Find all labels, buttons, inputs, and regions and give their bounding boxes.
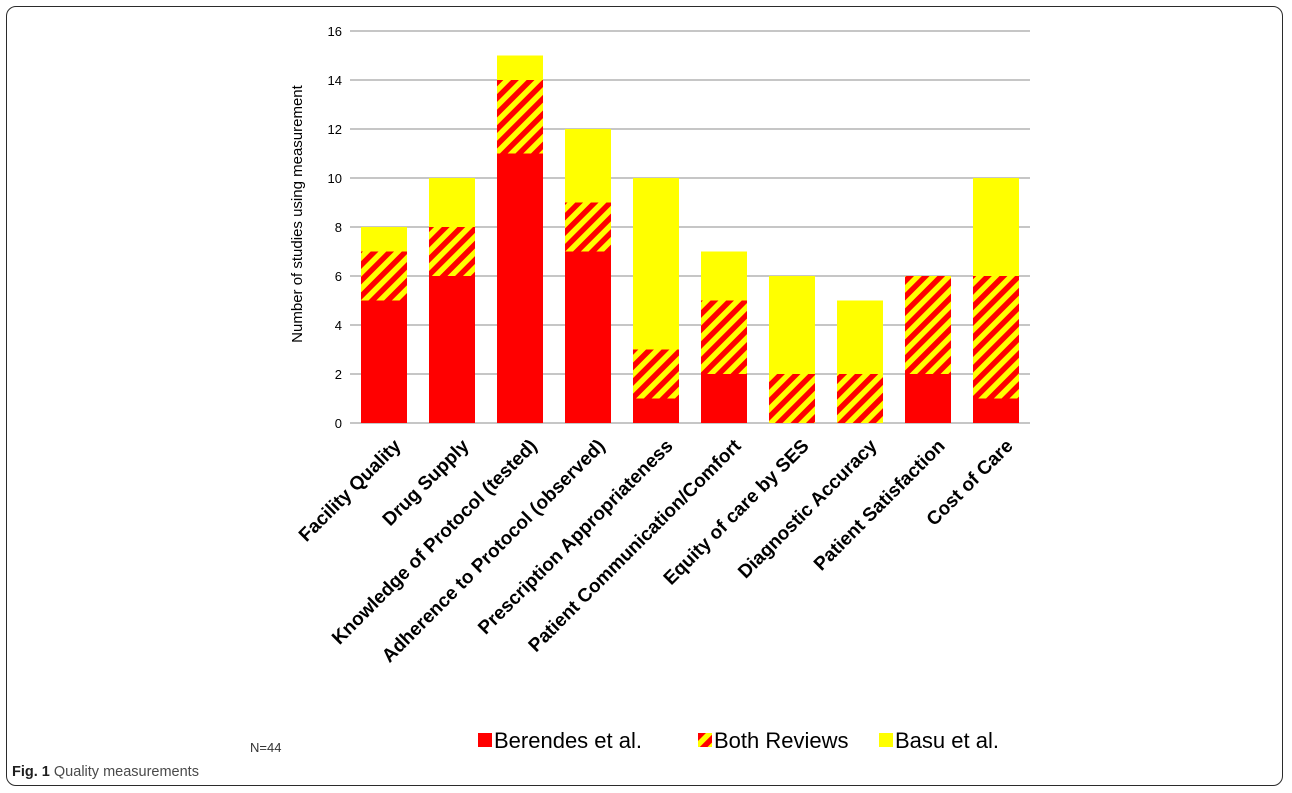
- bar-segment: [905, 276, 951, 374]
- bar-segment: [633, 178, 679, 350]
- bar-segment: [497, 80, 543, 154]
- legend-label: Basu et al.: [895, 728, 999, 753]
- bar-segment: [905, 374, 951, 423]
- sample-size-annotation: N=44: [250, 740, 281, 755]
- legend-label: Berendes et al.: [494, 728, 642, 753]
- bar-segment: [361, 251, 407, 301]
- bar-segment: [565, 202, 611, 252]
- legend: Berendes et al. Both Reviews Basu et al.: [478, 728, 999, 753]
- caption-text: Quality measurements: [53, 764, 199, 780]
- y-tick-label: 6: [335, 269, 342, 284]
- y-tick-label: 2: [335, 367, 342, 382]
- bar-segment: [769, 374, 815, 423]
- bar-segment: [429, 178, 475, 227]
- y-axis-label: Number of studies using measurement: [289, 84, 306, 342]
- bar-segment: [837, 300, 883, 374]
- x-category-label: Patient Satisfaction: [810, 436, 950, 576]
- caption-label: Fig. 1: [12, 764, 50, 780]
- bar-segment: [497, 153, 543, 423]
- bars: [361, 55, 1019, 423]
- legend-swatch: [478, 733, 492, 747]
- bar-segment: [973, 178, 1019, 276]
- bar-segment: [633, 349, 679, 399]
- figure-caption: Fig. 1 Quality measurements: [12, 764, 199, 780]
- bar-segment: [565, 129, 611, 203]
- y-tick-label: 8: [335, 220, 342, 235]
- bar-segment: [973, 398, 1019, 423]
- figure-frame: [6, 6, 1283, 786]
- x-category-label: Facility Quality: [295, 435, 406, 546]
- bar-segment: [429, 276, 475, 423]
- bar-segment: [769, 276, 815, 374]
- bar-segment: [837, 374, 883, 423]
- bar-segment: [497, 55, 543, 80]
- bar-segment: [429, 227, 475, 276]
- legend-label: Both Reviews: [714, 728, 849, 753]
- y-tick-label: 14: [328, 73, 342, 88]
- x-category-label: Diagnostic Accuracy: [734, 435, 882, 583]
- bar-segment: [973, 276, 1019, 399]
- y-tick-label: 16: [328, 24, 342, 39]
- y-tick-label: 4: [335, 318, 342, 333]
- y-tick-label: 0: [335, 416, 342, 431]
- legend-swatch: [879, 733, 893, 747]
- bar-segment: [701, 374, 747, 423]
- bar-segment: [701, 251, 747, 301]
- bar-segment: [701, 300, 747, 374]
- legend-swatch: [698, 733, 712, 747]
- bar-segment: [633, 398, 679, 423]
- y-tick-label: 10: [328, 171, 342, 186]
- y-tick-labels: 0 2 4 6 8 10 12 14 16: [328, 24, 342, 431]
- y-tick-label: 12: [328, 122, 342, 137]
- bar-segment: [361, 300, 407, 423]
- bar-segment: [565, 251, 611, 423]
- bar-segment: [361, 227, 407, 252]
